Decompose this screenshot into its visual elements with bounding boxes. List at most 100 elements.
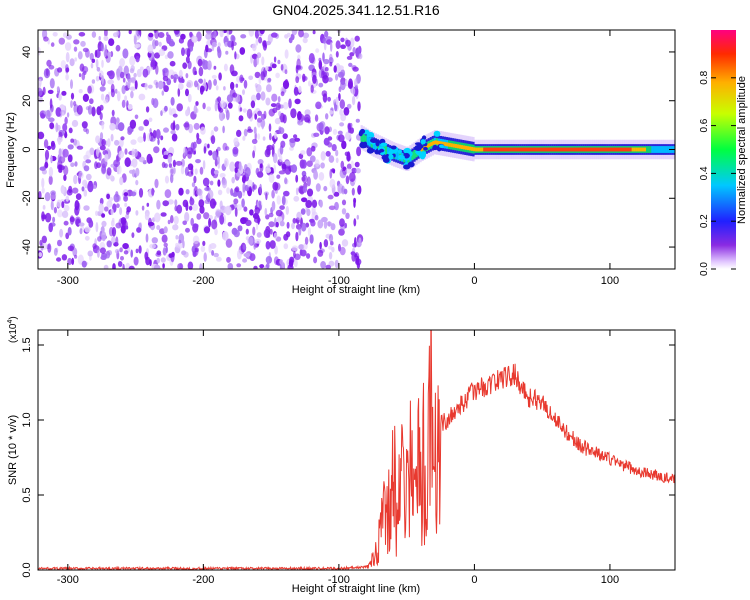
noise-blob [264, 42, 267, 49]
noise-blob [310, 84, 314, 94]
noise-blob [147, 66, 154, 71]
noise-blob [325, 150, 331, 157]
noise-blob [67, 245, 75, 252]
noise-blob [154, 178, 159, 189]
signal-blob [359, 128, 366, 134]
noise-blob [191, 182, 196, 188]
signal-blob [423, 146, 428, 151]
noise-blob [131, 232, 135, 239]
noise-blob [203, 212, 210, 220]
noise-blob [195, 159, 201, 164]
noise-blob [338, 134, 345, 143]
noise-blob [170, 130, 176, 135]
noise-blob [147, 132, 151, 142]
noise-blob [133, 72, 137, 78]
x-tick-label: -200 [192, 574, 214, 586]
noise-blob [325, 113, 329, 120]
noise-blob [346, 163, 352, 170]
noise-blob [119, 247, 123, 253]
colorbar-gradient [711, 30, 736, 269]
noise-blob [103, 47, 108, 58]
noise-blob [258, 76, 262, 84]
noise-blob [101, 163, 106, 174]
snr-panel: -300 -200 -100 0 100 0.0 0.5 1.0 1.5 Height of … [7, 316, 676, 595]
noise-blob [308, 53, 315, 64]
noise-blob [319, 241, 322, 250]
noise-blob [130, 249, 133, 258]
signal-core [438, 141, 441, 145]
noise-blob [130, 139, 137, 145]
noise-blob [310, 145, 316, 152]
noise-blob [331, 246, 335, 253]
signal-core [534, 147, 537, 152]
noise-blob [174, 199, 178, 207]
noise-blob [252, 150, 256, 159]
noise-blob [282, 80, 290, 90]
noise-blob [234, 207, 238, 217]
noise-blob [168, 107, 172, 116]
signal-core [601, 147, 604, 152]
noise-blob [245, 228, 249, 235]
x-tick-label: -300 [57, 574, 79, 586]
signal-core [479, 147, 482, 152]
noise-blob [247, 126, 252, 132]
noise-blob [65, 73, 69, 81]
noise-blob [320, 162, 325, 169]
noise-blob [88, 219, 94, 228]
signal-mid [665, 146, 668, 153]
noise-blob [203, 252, 207, 262]
noise-blob [83, 70, 87, 76]
y-tick-label: -40 [21, 239, 33, 255]
signal-core [625, 147, 628, 152]
noise-blob [265, 66, 269, 71]
noise-blob [273, 232, 278, 239]
signal-core [536, 147, 539, 152]
noise-blob [175, 160, 183, 166]
heatmap-signal-layer [358, 125, 675, 171]
noise-blob [100, 255, 107, 260]
signal-core [643, 147, 647, 152]
noise-blob [168, 163, 173, 168]
noise-blob [251, 138, 258, 144]
noise-blob [212, 150, 218, 161]
noise-blob [250, 94, 257, 103]
noise-blob [162, 200, 169, 207]
noise-blob [301, 159, 307, 169]
noise-blob [38, 252, 43, 258]
noise-blob [116, 203, 120, 208]
noise-blob [335, 40, 341, 50]
noise-blob [91, 106, 96, 117]
noise-blob [154, 52, 161, 59]
noise-blob [72, 187, 79, 194]
noise-blob [268, 173, 275, 184]
noise-blob [49, 122, 55, 130]
signal-blob [407, 161, 415, 168]
noise-blob [266, 84, 272, 93]
signal-core [497, 147, 500, 152]
noise-blob [85, 48, 90, 58]
noise-blob [65, 232, 70, 240]
noise-blob [207, 60, 212, 71]
signal-core [477, 147, 480, 152]
signal-core [576, 147, 579, 152]
noise-blob [296, 65, 302, 70]
signal-core [503, 147, 506, 152]
noise-blob [111, 236, 116, 244]
snr-y-label: SNR (10 * v/v) [7, 415, 19, 485]
signal-mid [397, 151, 400, 161]
noise-blob [156, 250, 162, 256]
signal-core [599, 147, 602, 152]
noise-blob [205, 44, 209, 53]
signal-mid [366, 136, 369, 146]
noise-blob [181, 250, 187, 256]
signal-core [542, 147, 545, 152]
signal-core [471, 146, 474, 151]
signal-core [582, 147, 586, 152]
noise-blob [242, 174, 247, 184]
noise-blob [131, 158, 138, 168]
noise-blob [219, 214, 225, 225]
noise-blob [213, 126, 219, 132]
noise-blob [56, 136, 63, 143]
noise-blob [356, 214, 359, 220]
noise-blob [164, 175, 170, 184]
